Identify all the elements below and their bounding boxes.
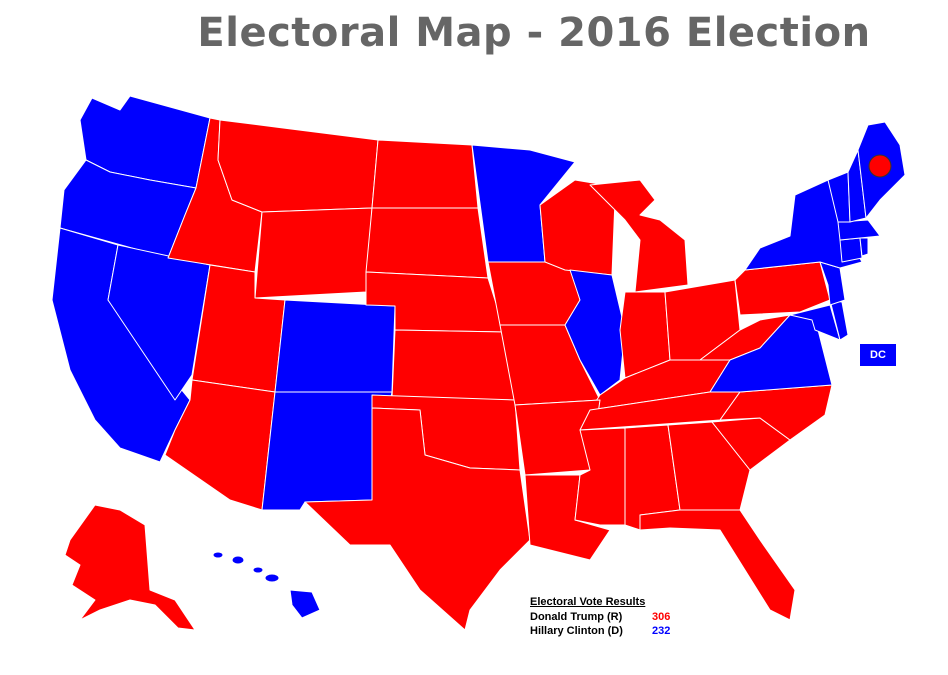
state-iowa[interactable] bbox=[487, 261, 581, 326]
legend-candidate-name: Donald Trump (R) bbox=[530, 611, 623, 623]
state-michigan[interactable] bbox=[589, 179, 689, 293]
dc-label-box[interactable]: DC bbox=[860, 344, 896, 366]
state-kansas[interactable] bbox=[391, 329, 516, 401]
state-florida[interactable] bbox=[639, 509, 796, 621]
state-missouri[interactable] bbox=[499, 324, 601, 406]
legend-row-trump: Donald Trump (R) 306 bbox=[530, 610, 678, 624]
state-georgia[interactable] bbox=[667, 421, 751, 511]
maine-district-2-marker bbox=[868, 154, 892, 178]
legend-candidate-votes: 232 bbox=[652, 625, 671, 637]
legend-title: Electoral Vote Results bbox=[530, 596, 646, 608]
state-south-dakota[interactable] bbox=[365, 207, 489, 279]
state-rhode-island[interactable] bbox=[859, 237, 869, 257]
state-montana[interactable] bbox=[217, 119, 379, 213]
state-colorado[interactable] bbox=[274, 299, 396, 393]
state-alaska[interactable] bbox=[64, 504, 196, 631]
state-wisconsin[interactable] bbox=[539, 179, 616, 276]
legend-row-clinton: Hillary Clinton (D) 232 bbox=[530, 624, 678, 638]
state-connecticut[interactable] bbox=[839, 237, 863, 263]
state-massachusetts[interactable] bbox=[837, 219, 881, 241]
state-virginia[interactable] bbox=[709, 314, 833, 393]
state-texas[interactable] bbox=[304, 407, 531, 631]
state-wyoming[interactable] bbox=[254, 207, 373, 299]
legend-candidate-name: Hillary Clinton (D) bbox=[530, 625, 623, 637]
map-title: Electoral Map - 2016 Election bbox=[197, 10, 871, 56]
state-north-dakota[interactable] bbox=[371, 139, 479, 209]
electoral-vote-legend: Electoral Vote Results Donald Trump (R) … bbox=[530, 596, 710, 638]
state-hawaii[interactable] bbox=[212, 551, 321, 619]
state-maryland[interactable] bbox=[789, 304, 841, 341]
legend-candidate-votes: 306 bbox=[652, 611, 671, 623]
